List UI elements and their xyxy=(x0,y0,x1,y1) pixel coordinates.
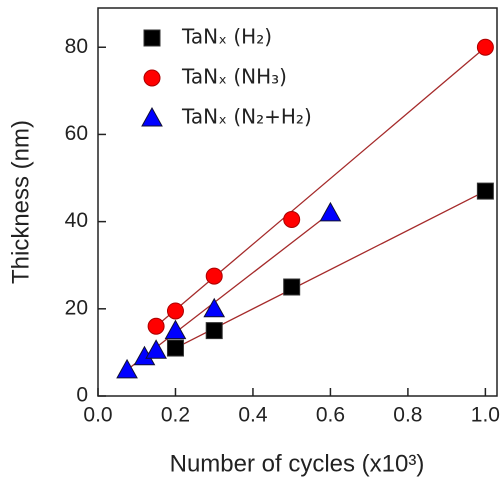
fit-line xyxy=(155,46,486,327)
x-tick-label: 1.0 xyxy=(471,404,500,427)
legend-marker xyxy=(143,69,161,87)
x-tick-label: 0.6 xyxy=(316,404,345,427)
data-point xyxy=(319,201,342,222)
data-point xyxy=(283,210,301,228)
data-point xyxy=(205,322,223,340)
legend-marker xyxy=(141,106,163,127)
legend-marker xyxy=(143,29,161,47)
data-point xyxy=(283,278,301,296)
x-tick-label: 0.0 xyxy=(83,404,112,427)
y-tick-label: 80 xyxy=(65,35,88,58)
data-point xyxy=(164,319,187,340)
legend-label: TaNₓ (N₂+H₂) xyxy=(181,105,312,129)
x-tick-label: 0.2 xyxy=(161,404,190,427)
data-point xyxy=(205,267,223,285)
y-axis-label: Thickness (nm) xyxy=(7,120,34,284)
x-tick-label: 0.8 xyxy=(393,404,422,427)
plot-frame xyxy=(97,7,498,397)
data-point xyxy=(476,38,494,56)
y-tick-label: 60 xyxy=(65,122,88,145)
legend-label: TaNₓ (NH₃) xyxy=(181,65,287,89)
data-point xyxy=(203,297,226,318)
x-tick-label: 0.4 xyxy=(238,404,268,427)
data-point xyxy=(147,317,165,335)
y-tick-label: 40 xyxy=(65,209,88,232)
data-point xyxy=(116,358,138,379)
legend-label: TaNₓ (H₂) xyxy=(181,25,272,49)
x-axis-label: Number of cycles (x10³) xyxy=(170,450,425,477)
data-point xyxy=(166,302,184,320)
data-point xyxy=(476,182,494,200)
fit-line xyxy=(126,212,331,371)
y-tick-label: 20 xyxy=(65,296,88,319)
y-tick-label: 0 xyxy=(76,384,88,407)
data-point xyxy=(145,339,167,359)
fit-line xyxy=(175,190,486,349)
data-point xyxy=(166,339,184,357)
